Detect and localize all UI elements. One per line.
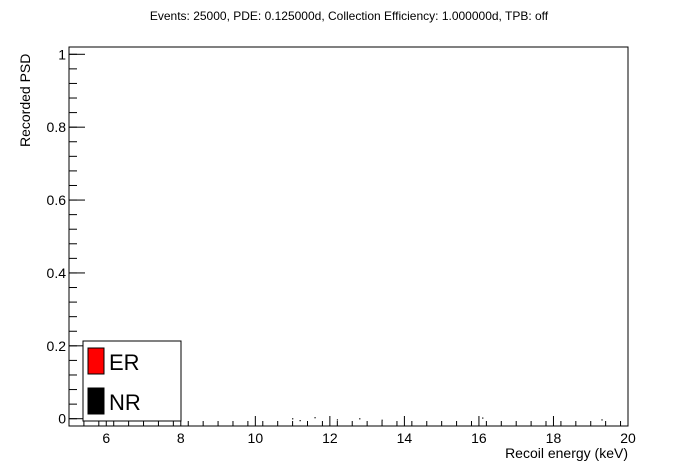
chart-title: Events: 25000, PDE: 0.125000d, Collectio…	[150, 9, 549, 23]
y-tick-label: 0.4	[47, 265, 67, 281]
x-tick-label: 20	[620, 430, 636, 446]
data-point-nr	[299, 420, 301, 422]
data-point-nr	[336, 419, 339, 421]
legend-label-nr: NR	[109, 390, 141, 415]
x-tick-label: 16	[471, 430, 487, 446]
x-tick-label: 6	[102, 430, 110, 446]
x-tick-label: 18	[546, 430, 562, 446]
legend-label-er: ER	[109, 350, 140, 375]
x-tick-label: 8	[177, 430, 185, 446]
y-axis-title: Recorded PSD	[17, 54, 33, 147]
y-tick-label: 0.6	[47, 192, 67, 208]
data-points	[292, 417, 603, 422]
data-point-nr	[292, 418, 294, 420]
data-point-nr	[359, 418, 361, 420]
x-tick-label: 14	[397, 430, 413, 446]
data-point-nr	[314, 417, 316, 419]
legend-swatch-er	[87, 347, 105, 375]
plot-frame	[68, 46, 629, 427]
x-axis-title: Recoil energy (keV)	[505, 445, 628, 461]
x-tick-label: 10	[248, 430, 264, 446]
y-tick-label: 0.8	[47, 119, 67, 135]
legend: ER NR	[82, 340, 182, 422]
y-axis: 0 0.2 0.4 0.6 0.8 1	[47, 46, 85, 427]
y-tick-label: 0.2	[47, 338, 67, 354]
data-point-nr	[482, 417, 484, 419]
y-tick-label: 0	[58, 411, 66, 427]
x-axis: 6 8 10 12 14 16 18 20	[68, 416, 636, 446]
y-tick-label: 1	[58, 46, 66, 62]
legend-swatch-nr	[87, 387, 105, 415]
data-point-nr	[381, 419, 383, 421]
data-point-nr	[601, 419, 603, 421]
x-tick-label: 12	[322, 430, 338, 446]
